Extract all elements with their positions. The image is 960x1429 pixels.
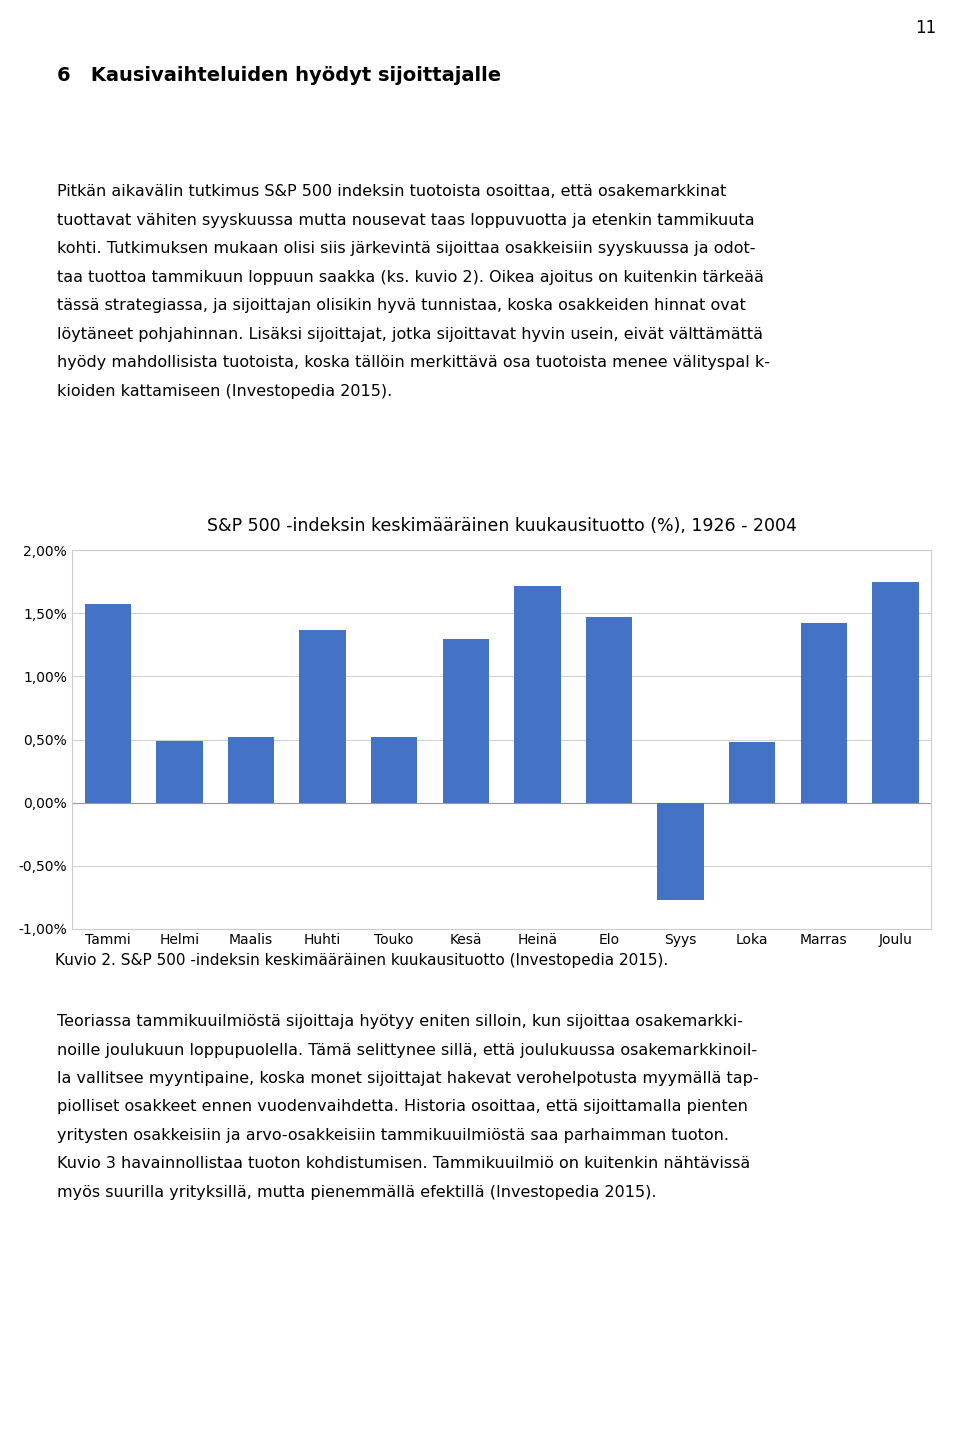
Text: löytäneet pohjahinnan. Lisäksi sijoittajat, jotka sijoittavat hyvin usein, eivät: löytäneet pohjahinnan. Lisäksi sijoittaj… bbox=[57, 326, 763, 342]
Bar bbox=[872, 582, 919, 803]
Bar bbox=[729, 742, 776, 803]
Text: noille joulukuun loppupuolella. Tämä selittynee sillä, että joulukuussa osakemar: noille joulukuun loppupuolella. Tämä sel… bbox=[57, 1043, 757, 1057]
Bar bbox=[801, 623, 847, 803]
Text: Kuvio 3 havainnollistaa tuoton kohdistumisen. Tammikuuilmiö on kuitenkin nähtävi: Kuvio 3 havainnollistaa tuoton kohdistum… bbox=[57, 1156, 751, 1172]
Text: Teoriassa tammikuuilmiöstä sijoittaja hyötyy eniten silloin, kun sijoittaa osake: Teoriassa tammikuuilmiöstä sijoittaja hy… bbox=[57, 1015, 743, 1029]
Bar bbox=[228, 737, 275, 803]
Bar bbox=[84, 604, 132, 803]
Text: 6   Kausivaihteluiden hyödyt sijoittajalle: 6 Kausivaihteluiden hyödyt sijoittajalle bbox=[57, 66, 501, 84]
Text: taa tuottoa tammikuun loppuun saakka (ks. kuvio 2). Oikea ajoitus on kuitenkin t: taa tuottoa tammikuun loppuun saakka (ks… bbox=[57, 270, 764, 284]
Text: la vallitsee myyntipaine, koska monet sijoittajat hakevat verohelpotusta myymäll: la vallitsee myyntipaine, koska monet si… bbox=[57, 1070, 758, 1086]
Text: myös suurilla yrityksillä, mutta pienemmällä efektillä (Investopedia 2015).: myös suurilla yrityksillä, mutta pienemm… bbox=[57, 1185, 657, 1200]
Text: tässä strategiassa, ja sijoittajan olisikin hyvä tunnistaa, koska osakkeiden hin: tässä strategiassa, ja sijoittajan olisi… bbox=[57, 299, 746, 313]
Text: kioiden kattamiseen (Investopedia 2015).: kioiden kattamiseen (Investopedia 2015). bbox=[57, 383, 393, 399]
Bar bbox=[586, 617, 633, 803]
Bar bbox=[300, 630, 346, 803]
Text: yritysten osakkeisiin ja arvo-osakkeisiin tammikuuilmiöstä saa parhaimman tuoton: yritysten osakkeisiin ja arvo-osakkeisii… bbox=[57, 1127, 729, 1143]
Title: S&P 500 -indeksin keskimääräinen kuukausituotto (%), 1926 - 2004: S&P 500 -indeksin keskimääräinen kuukaus… bbox=[206, 517, 797, 534]
Bar bbox=[371, 737, 418, 803]
Text: 11: 11 bbox=[915, 19, 936, 37]
Text: kohti. Tutkimuksen mukaan olisi siis järkevintä sijoittaa osakkeisiin syyskuussa: kohti. Tutkimuksen mukaan olisi siis jär… bbox=[57, 242, 756, 256]
Bar bbox=[443, 639, 489, 803]
Text: Kuvio 2. S&P 500 -indeksin keskimääräinen kuukausituotto (Investopedia 2015).: Kuvio 2. S&P 500 -indeksin keskimääräine… bbox=[55, 953, 668, 967]
Text: Pitkän aikavälin tutkimus S&P 500 indeksin tuotoista osoittaa, että osakemarkkin: Pitkän aikavälin tutkimus S&P 500 indeks… bbox=[57, 184, 727, 199]
Text: tuottavat vähiten syyskuussa mutta nousevat taas loppuvuotta ja etenkin tammikuu: tuottavat vähiten syyskuussa mutta nouse… bbox=[57, 213, 755, 227]
Bar bbox=[658, 803, 704, 900]
Text: piolliset osakkeet ennen vuodenvaihdetta. Historia osoittaa, että sijoittamalla : piolliset osakkeet ennen vuodenvaihdetta… bbox=[57, 1099, 748, 1115]
Text: hyödy mahdollisista tuotoista, koska tällöin merkittävä osa tuotoista menee väli: hyödy mahdollisista tuotoista, koska täl… bbox=[57, 354, 770, 370]
Bar bbox=[515, 586, 561, 803]
Bar bbox=[156, 740, 203, 803]
